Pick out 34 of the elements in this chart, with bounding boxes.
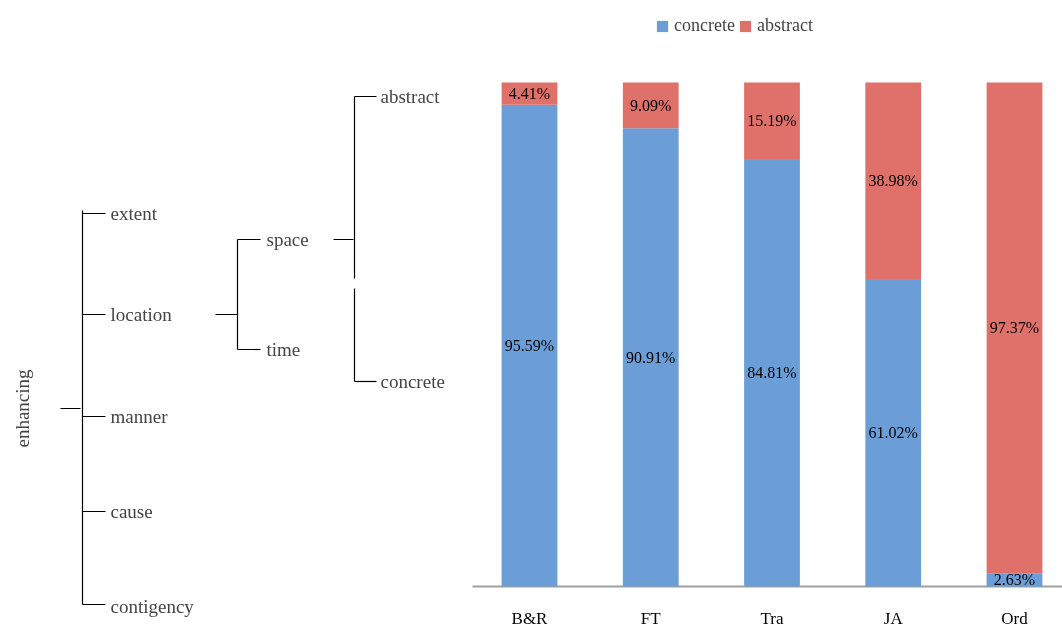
data-label: 95.59% — [504, 337, 555, 355]
bar — [986, 82, 1043, 574]
x-tick-label: B&R — [511, 609, 549, 628]
bar — [744, 159, 800, 587]
text: concrete — [380, 371, 445, 392]
x-tick-label: FT — [640, 609, 662, 628]
legend-label: abstract — [756, 15, 813, 36]
bar — [744, 82, 800, 160]
text: location — [110, 304, 173, 325]
bar — [865, 278, 922, 587]
legend-label: concrete — [674, 15, 735, 36]
x-tick-label: JA — [883, 609, 904, 628]
data-label: 97.37% — [989, 319, 1040, 337]
data-label: 4.41% — [508, 85, 551, 103]
text: enhancing — [12, 368, 33, 448]
bar — [865, 82, 922, 279]
text: manner — [110, 406, 169, 427]
data-label: 2.63% — [993, 571, 1036, 589]
text: extent — [110, 203, 158, 224]
x-tick-label: Tra — [760, 609, 784, 628]
data-label: 15.19% — [747, 112, 797, 130]
bar — [501, 104, 558, 587]
data-label: 84.81% — [747, 364, 797, 382]
data-label: 90.91% — [626, 348, 676, 366]
bar — [622, 128, 679, 587]
text: abstract — [380, 86, 441, 107]
text: space — [266, 229, 309, 250]
data-label: 61.02% — [868, 424, 918, 442]
data-label: 9.09% — [630, 96, 672, 114]
text: cause — [110, 501, 153, 522]
text: contigency — [110, 596, 195, 617]
text: time — [266, 339, 301, 360]
data-label: 38.98% — [868, 172, 918, 190]
x-tick-label: Ord — [1001, 609, 1029, 628]
